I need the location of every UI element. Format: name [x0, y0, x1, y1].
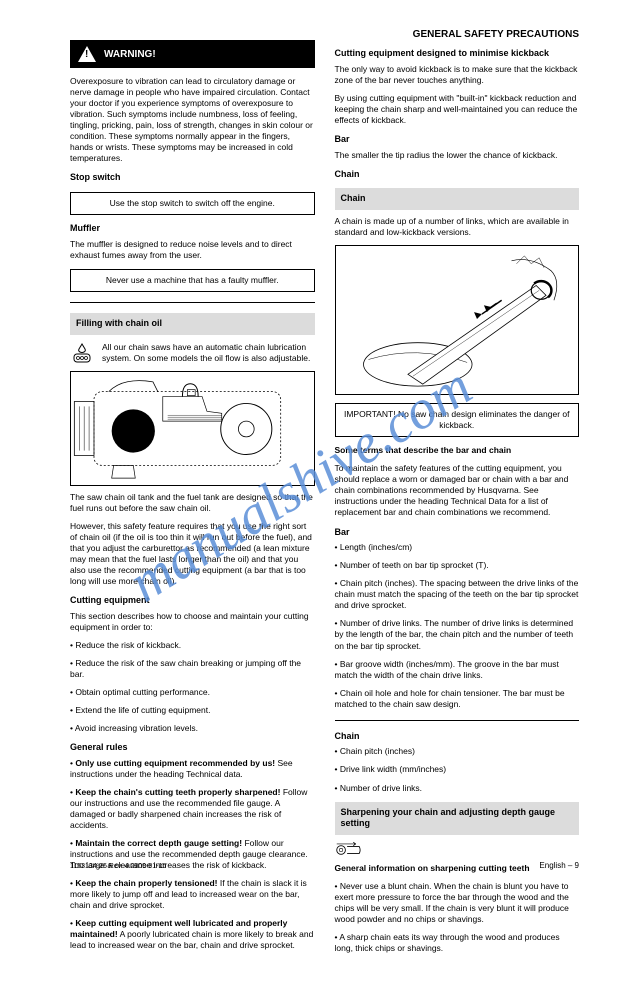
- page-number: English – 9: [539, 861, 579, 871]
- bar-b6: • Chain oil hole and hole for chain tens…: [335, 688, 580, 710]
- cutting-equipment-heading: Cutting equipment: [70, 595, 315, 607]
- figure-chainsaw-side: [70, 371, 315, 486]
- chain-oil-p1: All our chain saws have an automatic cha…: [102, 342, 315, 364]
- sharpening-section: Sharpening your chain and adjusting dept…: [335, 802, 580, 835]
- rule4: • Keep the chain properly tensioned! If …: [70, 878, 315, 911]
- chain-oil-section: Filling with chain oil: [70, 313, 315, 335]
- chain-heading: Chain: [335, 169, 580, 181]
- chain-p3: To maintain the safety features of the c…: [335, 463, 580, 518]
- stop-switch-heading: Stop switch: [70, 172, 315, 184]
- bar-p: The smaller the tip radius the lower the…: [335, 150, 580, 161]
- oil-drop-icon: [70, 341, 94, 365]
- rule5: • Keep cutting equipment well lubricated…: [70, 918, 315, 951]
- chain-section-bar: Chain: [335, 188, 580, 210]
- page-header: GENERAL SAFETY PRECAUTIONS: [413, 28, 579, 41]
- divider: [70, 302, 315, 303]
- chain-p1: A chain is made up of a number of links,…: [335, 216, 580, 238]
- warning-banner: WARNING!: [70, 40, 315, 68]
- chain-oil-p2: The saw chain oil tank and the fuel tank…: [70, 492, 315, 514]
- footer-left: 1153134-26 Rev. 4 2009-01-16: [70, 862, 166, 871]
- cutting-b2: • Reduce the risk of the saw chain break…: [70, 658, 315, 680]
- sharp-b2: • A sharp chain eats its way through the…: [335, 932, 580, 954]
- chain-b2: • Drive link width (mm/inches): [335, 764, 580, 775]
- left-column: WARNING! Overexposure to vibration can l…: [70, 40, 315, 961]
- cutting-b4: • Extend the life of cutting equipment.: [70, 705, 315, 716]
- rule1: • Only use cutting equipment recommended…: [70, 758, 315, 780]
- chain-b1: • Chain pitch (inches): [335, 746, 580, 757]
- right-column: Cutting equipment designed to minimise k…: [335, 40, 580, 961]
- bar-b4: • Number of drive links. The number of d…: [335, 618, 580, 651]
- divider: [335, 720, 580, 721]
- chain-oil-p3: However, this safety feature requires th…: [70, 521, 315, 587]
- sharp-b1: • Never use a blunt chain. When the chai…: [335, 881, 580, 925]
- bar2-heading: Bar: [335, 527, 580, 539]
- cutting-b5: • Avoid increasing vibration levels.: [70, 723, 315, 734]
- bar-b3: • Chain pitch (inches). The spacing betw…: [335, 578, 580, 611]
- kickback-heading: Cutting equipment designed to minimise k…: [335, 48, 580, 60]
- stop-switch-box: Use the stop switch to switch off the en…: [70, 192, 315, 215]
- chain2-heading: Chain: [335, 731, 580, 743]
- chain-p2: Some terms that describe the bar and cha…: [335, 445, 580, 456]
- muffler-warning-box: Never use a machine that has a faulty mu…: [70, 269, 315, 292]
- bar-heading: Bar: [335, 134, 580, 146]
- warning-text: Overexposure to vibration can lead to ci…: [70, 76, 315, 164]
- figure-kickback-diagram: [335, 245, 580, 395]
- warning-triangle-icon: [78, 46, 96, 62]
- bar-b1: • Length (inches/cm): [335, 542, 580, 553]
- kb-p2: By using cutting equipment with "built-i…: [335, 93, 580, 126]
- important-box: IMPORTANT! No saw chain design eliminate…: [335, 403, 580, 437]
- bar-b2: • Number of teeth on bar tip sprocket (T…: [335, 560, 580, 571]
- kb-p1: The only way to avoid kickback is to mak…: [335, 64, 580, 86]
- muffler-heading: Muffler: [70, 223, 315, 235]
- cutting-intro: This section describes how to choose and…: [70, 611, 315, 633]
- bar-b5: • Bar groove width (inches/mm). The groo…: [335, 659, 580, 681]
- chain-sharpening-icon: [335, 841, 361, 859]
- cutting-b1: • Reduce the risk of kickback.: [70, 640, 315, 651]
- rule2: • Keep the chain's cutting teeth properl…: [70, 787, 315, 831]
- muffler-text: The muffler is designed to reduce noise …: [70, 239, 315, 261]
- warning-label: WARNING!: [104, 48, 156, 61]
- chain-b3: • Number of drive links.: [335, 783, 580, 794]
- cutting-b3: • Obtain optimal cutting performance.: [70, 687, 315, 698]
- general-rules-heading: General rules: [70, 742, 315, 754]
